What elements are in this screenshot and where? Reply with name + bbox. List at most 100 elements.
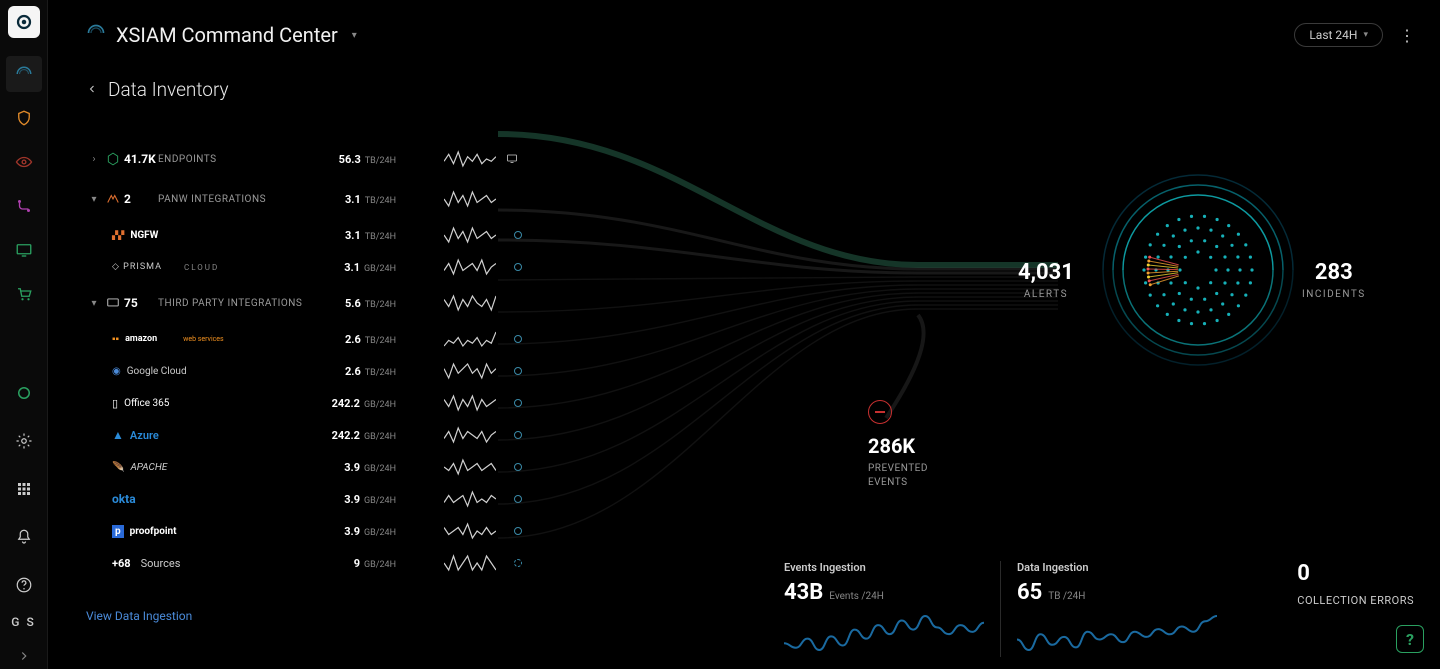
- item-metric-unit: GB/24H: [364, 400, 396, 410]
- item-logo: ◉ Google Cloud: [112, 366, 262, 377]
- item-logo: ▪▪amazonweb services: [112, 333, 262, 346]
- group-label: THIRD PARTY INTEGRATIONS: [158, 298, 302, 309]
- group-label: PANW INTEGRATIONS: [158, 194, 266, 205]
- alert-radial-viz: [1088, 160, 1308, 380]
- incidents-label: INCIDENTS: [1302, 289, 1366, 300]
- group-caret-icon[interactable]: ▾: [86, 194, 102, 205]
- more-sparkline: [444, 554, 496, 572]
- inventory-item-proofpoint[interactable]: pproofpoint3.9GB/24H: [86, 515, 456, 547]
- inventory-group-1[interactable]: ▾2PANW INTEGRATIONS3.1TB/24H: [86, 179, 456, 219]
- breadcrumb: Data Inventory: [86, 78, 1414, 101]
- alerts-value: 4,031: [1018, 260, 1074, 285]
- item-metric-value: 3.1: [344, 261, 360, 274]
- item-sparkline: [444, 258, 496, 276]
- prevented-icon: [868, 400, 892, 424]
- nav-monitor[interactable]: [6, 232, 42, 268]
- events-value: 43B: [784, 580, 823, 605]
- item-sparkline: [444, 362, 496, 380]
- item-metric-unit: GB/24H: [364, 496, 396, 506]
- item-metric-unit: GB/24H: [364, 464, 396, 474]
- nav-routes[interactable]: [6, 188, 42, 224]
- more-metric-value: 9: [354, 557, 360, 570]
- more-count: +68: [112, 557, 131, 570]
- item-metric-value: 242.2: [332, 397, 360, 410]
- item-metric-value: 3.9: [344, 461, 360, 474]
- item-metric-value: 3.9: [344, 493, 360, 506]
- collection-errors-block: 0 COLLECTION ERRORS: [1267, 561, 1414, 657]
- group-count: 41.7K: [124, 152, 158, 166]
- help-float-button[interactable]: ?: [1396, 625, 1424, 653]
- data-value: 65: [1017, 580, 1042, 605]
- back-icon[interactable]: [86, 80, 98, 99]
- group-caret-icon[interactable]: ›: [86, 154, 102, 165]
- item-metric-unit: GB/24H: [364, 264, 396, 274]
- events-sparkline: [784, 613, 984, 653]
- flow-node-dot: [514, 399, 522, 407]
- inventory-item-o365[interactable]: ▯ Office 365 242.2 GB/24H: [86, 387, 456, 419]
- item-logo: ▯ Office 365: [112, 397, 262, 410]
- item-metric-unit: GB/24H: [364, 528, 396, 538]
- flow-node-dot: [514, 431, 522, 439]
- events-ingestion-block: Events Ingestion 43BEvents /24H: [768, 561, 1000, 657]
- nav-ring[interactable]: [6, 375, 42, 411]
- flow-node-dot: [514, 527, 522, 535]
- item-metric-unit: TB/24H: [365, 368, 396, 378]
- data-sparkline: [1017, 613, 1217, 653]
- flow-node-dot: [514, 231, 522, 239]
- inventory-list: ›41.7KENDPOINTS56.3TB/24H▾2PANW INTEGRAT…: [86, 139, 456, 579]
- data-title: Data Ingestion: [1017, 561, 1217, 574]
- nav-gear[interactable]: [6, 423, 42, 459]
- flow-node-dot: [514, 335, 522, 343]
- inventory-item-gcp[interactable]: ◉ Google Cloud 2.6 TB/24H: [86, 355, 456, 387]
- inventory-more-sources[interactable]: +68Sources9GB/24H: [86, 547, 456, 579]
- prevented-value: 286K: [868, 434, 928, 458]
- nav-eye[interactable]: [6, 144, 42, 180]
- inventory-item-prisma[interactable]: ◇ PRISMACLOUD3.1GB/24H: [86, 251, 456, 283]
- inventory-item-okta[interactable]: okta3.9GB/24H: [86, 483, 456, 515]
- page-title: XSIAM Command Center: [116, 23, 338, 47]
- time-range-label: Last 24H: [1309, 28, 1357, 42]
- item-sparkline: [444, 458, 496, 476]
- nav-bell[interactable]: [6, 519, 42, 555]
- app-logo[interactable]: [8, 6, 40, 38]
- flow-node-dot: [514, 263, 522, 271]
- nav-cart[interactable]: [6, 276, 42, 312]
- bottom-stats: Events Ingestion 43BEvents /24H Data Ing…: [768, 561, 1414, 657]
- item-metric-unit: TB/24H: [365, 336, 396, 346]
- inventory-group-0[interactable]: ›41.7KENDPOINTS56.3TB/24H: [86, 139, 456, 179]
- nav-help[interactable]: [6, 567, 42, 603]
- time-range-selector[interactable]: Last 24H ▾: [1294, 23, 1383, 47]
- kebab-menu-icon[interactable]: ⋮: [1399, 26, 1414, 45]
- flow-node-dot: [514, 463, 522, 471]
- group-sparkline: [444, 150, 496, 168]
- group-metric-value: 5.6: [345, 297, 361, 310]
- item-metric-value: 3.1: [345, 229, 361, 242]
- monitor-icon: [506, 150, 518, 169]
- item-metric-value: 2.6: [345, 365, 361, 378]
- alerts-label: ALERTS: [1018, 289, 1074, 300]
- nav-command-center[interactable]: [6, 56, 42, 92]
- view-ingestion-link[interactable]: View Data Ingestion: [86, 609, 192, 623]
- nav-shield[interactable]: [6, 100, 42, 136]
- item-logo: 🪶APACHE: [112, 462, 262, 473]
- user-initials[interactable]: G S: [11, 615, 35, 629]
- inventory-item-apache[interactable]: 🪶APACHE 3.9 GB/24H: [86, 451, 456, 483]
- inventory-group-2[interactable]: ▾75THIRD PARTY INTEGRATIONS5.6TB/24H: [86, 283, 456, 323]
- inventory-item-aws[interactable]: ▪▪amazonweb services2.6TB/24H: [86, 323, 456, 355]
- chevron-down-icon: ▾: [1363, 30, 1368, 40]
- flow-node-dot: [514, 367, 522, 375]
- group-caret-icon[interactable]: ▾: [86, 298, 102, 309]
- title-dropdown-icon[interactable]: ▾: [352, 30, 357, 41]
- item-logo: ▲ Azure: [112, 428, 262, 442]
- group-sparkline: [444, 190, 496, 208]
- group-sparkline: [444, 294, 496, 312]
- page-header: XSIAM Command Center ▾ Last 24H ▾ ⋮: [86, 18, 1414, 52]
- incidents-value: 283: [1302, 260, 1366, 285]
- group-metric-value: 56.3: [339, 153, 361, 166]
- prevented-label-2: EVENTS: [868, 477, 908, 488]
- inventory-item-ngfw[interactable]: ▞▞ NGFW3.1TB/24H: [86, 219, 456, 251]
- expand-rail-icon[interactable]: [0, 649, 48, 663]
- inventory-item-azure[interactable]: ▲ Azure242.2GB/24H: [86, 419, 456, 451]
- nav-apps[interactable]: [6, 471, 42, 507]
- flow-node-dot: [514, 495, 522, 503]
